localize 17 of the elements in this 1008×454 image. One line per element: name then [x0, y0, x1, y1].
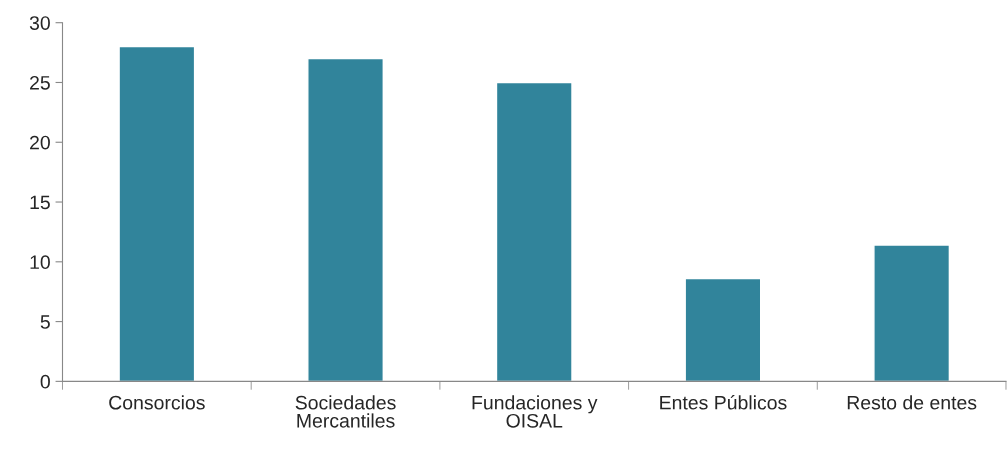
bar [495, 81, 573, 382]
x-tick-label: Entes Públicos [660, 395, 787, 410]
y-tick-label: 30 [29, 16, 50, 30]
bar [684, 277, 762, 382]
y-tick-label: 5 [40, 315, 50, 329]
x-tick-label: Resto de entes [847, 395, 977, 410]
y-tick-label: 10 [30, 255, 50, 270]
y-tick-label: 25 [30, 75, 50, 90]
bar [118, 45, 196, 382]
y-tick-label: 0 [40, 374, 50, 389]
x-tick-label: Fundaciones y OISAL [472, 395, 598, 428]
y-tick-label: 20 [30, 135, 50, 150]
x-tick-label: Sociedades Mercantiles [295, 395, 396, 428]
bar [873, 244, 951, 382]
y-tick-label: 15 [30, 195, 50, 210]
bar [307, 57, 384, 382]
x-tick-label: Consorcios [109, 395, 205, 410]
